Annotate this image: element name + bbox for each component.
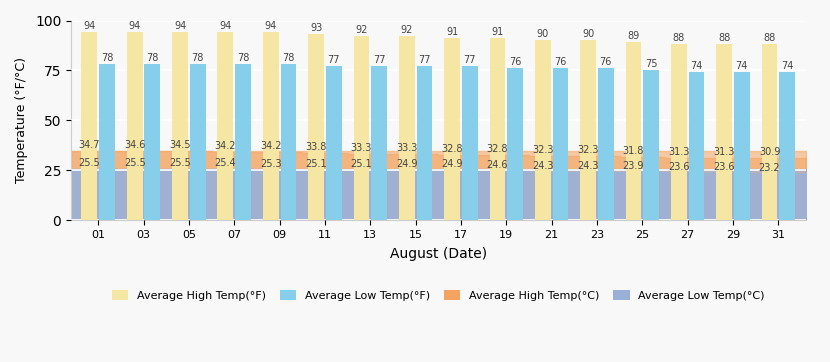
Bar [580,41,596,220]
Text: 91: 91 [491,28,504,37]
Bar [263,33,279,220]
Text: 31.3: 31.3 [668,147,690,157]
Text: 94: 94 [219,21,232,31]
Bar [217,33,233,220]
Text: 23.6: 23.6 [668,162,690,172]
Bar [399,37,415,220]
Text: 77: 77 [373,55,385,66]
Text: 78: 78 [282,54,295,63]
Text: 25.4: 25.4 [215,158,237,168]
Bar [444,38,460,220]
Text: 90: 90 [537,29,549,39]
Text: 24.3: 24.3 [532,161,554,171]
Text: 88: 88 [673,33,685,43]
Text: 24.3: 24.3 [578,161,599,171]
Bar [553,68,569,220]
Text: 76: 76 [509,58,521,67]
Text: 76: 76 [599,58,612,67]
Text: 78: 78 [237,54,249,63]
Bar [643,70,659,220]
Text: 24.9: 24.9 [442,159,463,169]
Text: 76: 76 [554,58,567,67]
Bar [598,68,613,220]
Text: 78: 78 [146,54,159,63]
Text: 34.7: 34.7 [79,140,100,150]
Bar [626,42,642,220]
Text: 32.8: 32.8 [486,144,508,153]
Text: 88: 88 [764,33,776,43]
Bar [81,33,97,220]
Text: 32.8: 32.8 [442,144,463,153]
Text: 94: 94 [129,21,141,31]
Text: 77: 77 [464,55,476,66]
Text: 23.6: 23.6 [714,162,735,172]
Text: 88: 88 [718,33,730,43]
Text: 74: 74 [781,62,793,71]
Bar [144,64,160,220]
Bar [281,64,296,220]
Text: 31.3: 31.3 [714,147,735,157]
Text: 74: 74 [691,62,703,71]
Text: 92: 92 [355,25,368,35]
Text: 25.5: 25.5 [79,158,100,168]
Text: 34.2: 34.2 [260,141,281,151]
Text: 33.3: 33.3 [351,143,372,153]
Text: 94: 94 [83,21,95,31]
Y-axis label: Temperature (°F/°C): Temperature (°F/°C) [15,57,28,183]
Bar [99,64,115,220]
Text: 23.9: 23.9 [622,161,644,171]
Bar [716,45,732,220]
Text: 24.6: 24.6 [486,160,508,170]
Bar [461,66,478,220]
Text: 25.5: 25.5 [169,158,191,168]
Text: 34.5: 34.5 [169,140,191,150]
Text: 89: 89 [627,31,640,42]
Bar [762,45,778,220]
Bar [190,64,206,220]
Bar [671,45,686,220]
Text: 34.6: 34.6 [124,140,145,150]
Bar [127,33,143,220]
Text: 90: 90 [582,29,594,39]
Text: 32.3: 32.3 [578,144,599,155]
Text: 92: 92 [401,25,413,35]
Text: 23.2: 23.2 [759,163,780,173]
Text: 25.5: 25.5 [124,158,145,168]
Bar [172,33,188,220]
Text: 78: 78 [192,54,204,63]
Bar [326,66,342,220]
Text: 25.1: 25.1 [350,159,373,169]
Text: 30.9: 30.9 [759,147,780,157]
Text: 93: 93 [310,24,322,33]
Text: 33.8: 33.8 [305,142,327,152]
Bar [490,38,505,220]
Bar [689,72,705,220]
Bar [354,37,369,220]
Text: 34.2: 34.2 [215,141,237,151]
Bar [308,34,324,220]
Text: 75: 75 [645,59,657,70]
Bar [371,66,387,220]
Text: 77: 77 [418,55,431,66]
Bar [779,72,795,220]
Text: 94: 94 [174,21,186,31]
Text: 78: 78 [101,54,113,63]
Text: 94: 94 [265,21,277,31]
Bar [507,68,523,220]
Text: 77: 77 [328,55,340,66]
Text: 24.9: 24.9 [396,159,417,169]
Bar [734,72,749,220]
Text: 32.3: 32.3 [532,144,554,155]
Legend: Average High Temp(°F), Average Low Temp(°F), Average High Temp(°C), Average Low : Average High Temp(°F), Average Low Temp(… [107,286,769,305]
Text: 91: 91 [446,28,458,37]
Text: 25.3: 25.3 [260,159,281,169]
Bar [417,66,432,220]
Text: 33.3: 33.3 [396,143,417,153]
X-axis label: August (Date): August (Date) [390,247,487,261]
Text: 31.8: 31.8 [622,146,644,156]
Bar [535,41,551,220]
Text: 74: 74 [735,62,748,71]
Bar [235,64,251,220]
Text: 25.1: 25.1 [305,159,327,169]
